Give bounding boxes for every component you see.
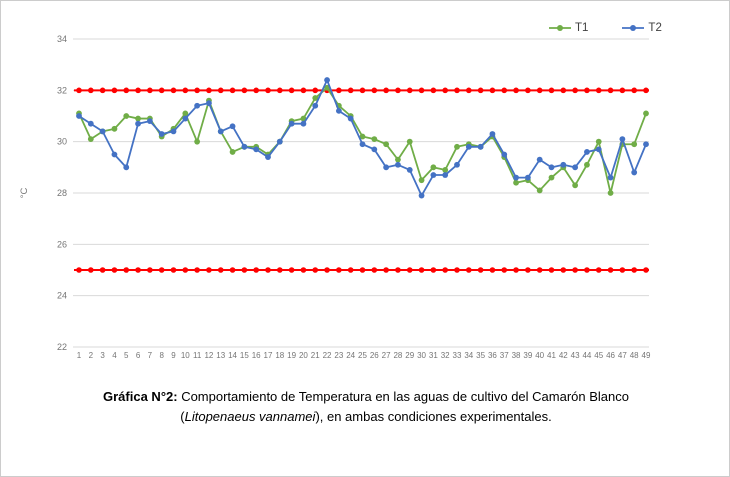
svg-text:16: 16	[252, 351, 261, 360]
svg-text:39: 39	[523, 351, 532, 360]
svg-text:29: 29	[405, 351, 414, 360]
svg-text:17: 17	[264, 351, 273, 360]
svg-text:13: 13	[216, 351, 225, 360]
svg-text:8: 8	[159, 351, 164, 360]
legend-label-t2: T2	[648, 22, 662, 34]
svg-text:42: 42	[559, 351, 568, 360]
temperature-chart: 22 24 26 28 30 32 34 1 2 3 4 5 6 7 8 9 10 11 12 13 14 15 16 17 1…	[1, 1, 729, 381]
legend-label-t1: T1	[575, 22, 589, 34]
svg-text:38: 38	[512, 351, 521, 360]
svg-text:35: 35	[476, 351, 485, 360]
svg-text:28: 28	[57, 188, 67, 198]
svg-text:24: 24	[57, 291, 67, 301]
svg-text:23: 23	[334, 351, 343, 360]
svg-text:6: 6	[136, 351, 141, 360]
svg-text:2: 2	[89, 351, 94, 360]
caption-label: Gráfica N°2:	[103, 389, 178, 404]
svg-text:7: 7	[148, 351, 153, 360]
caption-line2-open: (	[180, 409, 185, 425]
svg-text:10: 10	[181, 351, 190, 360]
svg-text:3: 3	[100, 351, 105, 360]
svg-text:26: 26	[370, 351, 379, 360]
svg-text:18: 18	[275, 351, 284, 360]
legend: T1 T2	[549, 19, 662, 37]
y-axis-title: °C	[19, 187, 30, 199]
svg-text:11: 11	[193, 351, 202, 360]
svg-text:1: 1	[77, 351, 82, 360]
t1-line-marker-icon	[549, 19, 571, 37]
svg-text:34: 34	[57, 34, 67, 44]
svg-text:41: 41	[547, 351, 556, 360]
svg-text:43: 43	[571, 351, 580, 360]
caption-line2-rest: ), en ambas condiciones experimentales.	[315, 409, 552, 425]
svg-text:27: 27	[382, 351, 391, 360]
svg-text:32: 32	[57, 85, 67, 95]
svg-text:45: 45	[594, 351, 603, 360]
svg-text:22: 22	[57, 342, 67, 352]
svg-text:33: 33	[453, 351, 462, 360]
legend-item-t2: T2	[622, 19, 662, 37]
svg-text:14: 14	[228, 351, 237, 360]
svg-text:15: 15	[240, 351, 249, 360]
svg-text:44: 44	[582, 351, 591, 360]
svg-text:32: 32	[441, 351, 450, 360]
svg-text:30: 30	[417, 351, 426, 360]
svg-text:40: 40	[535, 351, 544, 360]
svg-text:26: 26	[57, 239, 67, 249]
svg-text:37: 37	[500, 351, 509, 360]
svg-text:19: 19	[287, 351, 296, 360]
figure-caption: Gráfica N°2: Comportamiento de Temperatu…	[1, 387, 729, 427]
svg-text:46: 46	[606, 351, 615, 360]
svg-text:34: 34	[464, 351, 473, 360]
svg-text:31: 31	[429, 351, 438, 360]
svg-text:48: 48	[630, 351, 639, 360]
svg-text:25: 25	[358, 351, 367, 360]
svg-text:22: 22	[323, 351, 332, 360]
t2-line-marker-icon	[622, 19, 645, 37]
svg-text:5: 5	[124, 351, 129, 360]
svg-text:47: 47	[618, 351, 627, 360]
svg-text:21: 21	[311, 351, 320, 360]
svg-text:28: 28	[393, 351, 402, 360]
svg-text:9: 9	[171, 351, 176, 360]
svg-text:20: 20	[299, 351, 308, 360]
svg-text:24: 24	[346, 351, 355, 360]
legend-item-t1: T1	[549, 19, 588, 37]
svg-text:4: 4	[112, 351, 117, 360]
svg-text:12: 12	[204, 351, 213, 360]
svg-text:30: 30	[57, 137, 67, 147]
svg-text:49: 49	[642, 351, 651, 360]
caption-line1: Comportamiento de Temperatura en las agu…	[177, 389, 629, 404]
svg-text:36: 36	[488, 351, 497, 360]
caption-species-name: Litopenaeus vannamei	[184, 409, 316, 425]
